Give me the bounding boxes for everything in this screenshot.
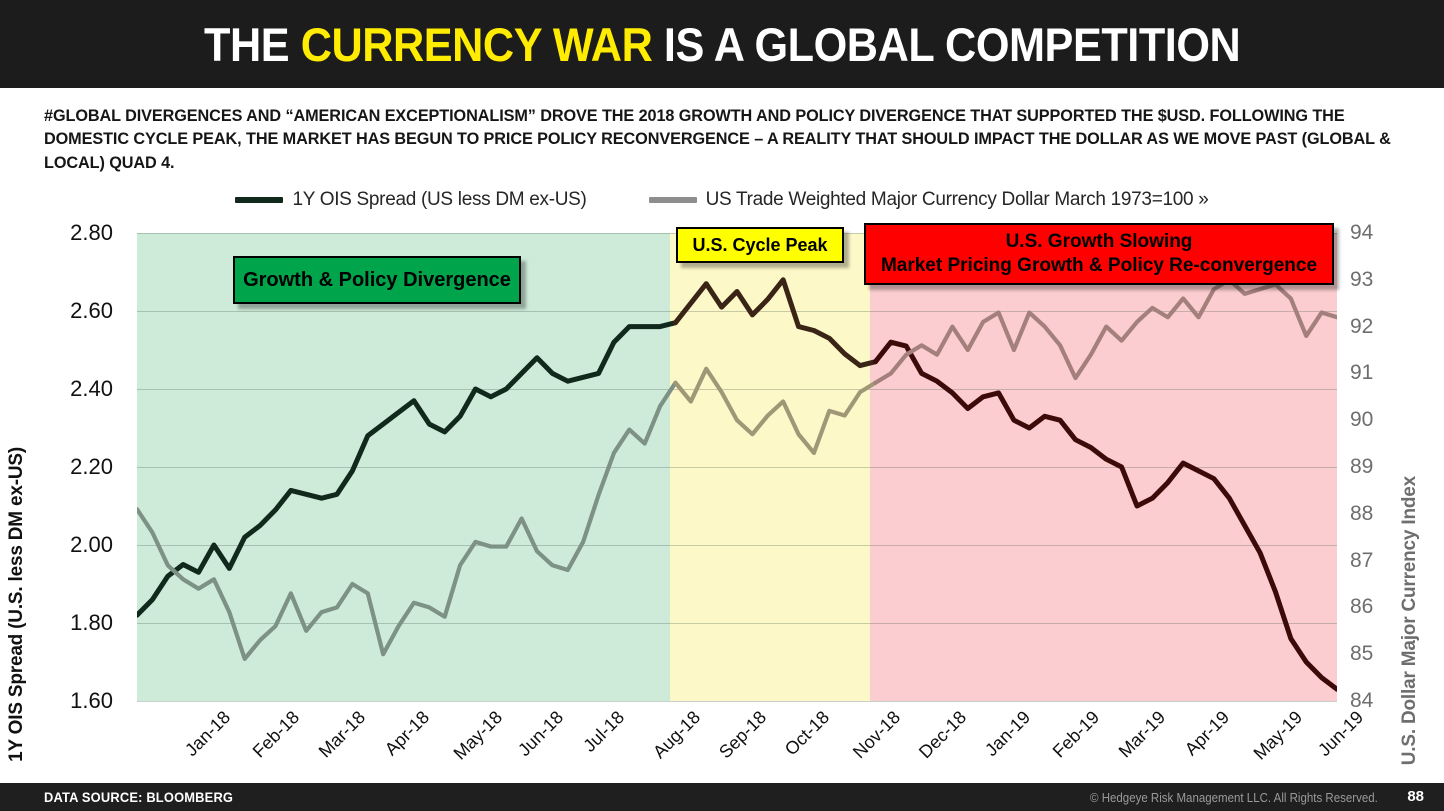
series-line-ois-spread-phase-1 xyxy=(137,320,678,618)
chart-legend: 1Y OIS Spread (US less DM ex-US) US Trad… xyxy=(0,186,1444,214)
title-bar: THE CURRENCY WAR IS A GLOBAL COMPETITION xyxy=(0,0,1444,88)
x-axis-tick-label: Sep-18 xyxy=(715,707,771,763)
right-axis-tick-label: 84 xyxy=(1350,689,1374,712)
annotation-us-cycle-peak-label: U.S. Cycle Peak xyxy=(692,234,828,255)
x-axis-tick-label: Dec-18 xyxy=(915,707,971,763)
right-axis-tick-label: 91 xyxy=(1350,361,1374,385)
title-highlight: CURRENCY WAR xyxy=(300,17,653,71)
legend-label-dollar-index: US Trade Weighted Major Currency Dollar … xyxy=(705,189,1209,210)
footer-bar: DATA SOURCE: BLOOMBERG © Hedgeye Risk Ma… xyxy=(0,783,1444,811)
page-title: THE CURRENCY WAR IS A GLOBAL COMPETITION xyxy=(203,17,1241,72)
gridline xyxy=(137,467,1337,468)
x-axis-tick-label: Apr-18 xyxy=(380,707,434,760)
right-axis-tick-label: 94 xyxy=(1350,221,1374,244)
footer-page-number: 88 xyxy=(1407,788,1424,805)
footer-data-source: DATA SOURCE: BLOOMBERG xyxy=(44,789,234,805)
gridline xyxy=(137,311,1337,312)
annotation-us-growth-slowing: U.S. Growth Slowing Market Pricing Growt… xyxy=(864,223,1334,285)
series-line-dollar-index-phase-1 xyxy=(137,380,678,661)
gridline xyxy=(137,701,1337,702)
gridline xyxy=(137,623,1337,624)
chart-band-3 xyxy=(870,233,1337,701)
legend-swatch-ois-spread xyxy=(235,197,284,203)
right-axis-tick-label: 86 xyxy=(1350,595,1374,619)
left-axis-tick-label: 1.60 xyxy=(70,688,113,713)
left-axis-tick-label: 2.40 xyxy=(70,376,113,401)
legend-label-ois-spread: 1Y OIS Spread (US less DM ex-US) xyxy=(292,189,587,210)
left-axis-ticks: 2.80 2.60 2.40 2.20 2.00 1.80 1.60 xyxy=(0,214,127,720)
right-axis-tick-label: 92 xyxy=(1350,314,1374,338)
chart-band-1 xyxy=(137,233,671,701)
series-line-ois-spread-phase-2 xyxy=(672,277,878,369)
annotation-us-growth-slowing-line1: U.S. Growth Slowing xyxy=(1005,231,1193,253)
x-axis-tick-label: Mar-18 xyxy=(315,707,370,762)
right-axis-tick-label: 88 xyxy=(1350,501,1374,525)
x-axis-tick-label: Feb-19 xyxy=(1048,707,1103,762)
left-axis-tick-label: 2.80 xyxy=(70,220,113,245)
chart-container: 1Y OIS Spread (U.S. less DM ex-US) U.S. … xyxy=(0,214,1444,780)
gridline xyxy=(137,545,1337,546)
annotation-growth-policy-divergence: Growth & Policy Divergence xyxy=(233,256,521,304)
annotation-us-cycle-peak: U.S. Cycle Peak xyxy=(676,227,844,263)
x-axis-tick-label: Jun-19 xyxy=(1314,707,1368,761)
left-axis-tick-label: 2.20 xyxy=(70,454,113,479)
x-axis-tick-label: Jan-19 xyxy=(981,707,1035,761)
x-axis-tick-label: Apr-19 xyxy=(1180,707,1234,760)
x-axis-tick-label: Mar-19 xyxy=(1115,707,1170,762)
legend-swatch-dollar-index xyxy=(648,197,697,203)
series-line-ois-spread-phase-3 xyxy=(872,339,1337,692)
left-axis-tick-label: 1.80 xyxy=(70,610,113,635)
gridline xyxy=(137,389,1337,390)
series-line-dollar-index-phase-2 xyxy=(673,366,878,456)
right-axis-tick-label: 85 xyxy=(1350,642,1374,666)
x-axis-tick-label: Jan-18 xyxy=(181,707,235,761)
footer-copyright: © Hedgeye Risk Management LLC. All Right… xyxy=(1090,791,1378,805)
x-axis-tick-label: Feb-18 xyxy=(248,707,303,762)
x-axis-ticks: Jan-18 Feb-18 Mar-18 Apr-18 May-18 Jun-18 Jul-… xyxy=(137,707,1367,777)
x-axis-tick-label: Nov-18 xyxy=(848,707,904,763)
right-axis-tick-label: 87 xyxy=(1350,548,1374,572)
series-line-dollar-index-phase-3 xyxy=(873,277,1337,385)
x-axis-tick-label: Oct-18 xyxy=(780,707,834,760)
x-axis-tick-label: May-18 xyxy=(449,707,506,764)
right-axis-tick-label: 90 xyxy=(1350,408,1374,432)
title-pre: THE xyxy=(203,17,301,71)
x-axis-tick-label: Aug-18 xyxy=(648,707,704,763)
annotation-us-growth-slowing-line2: Market Pricing Growth & Policy Re-conver… xyxy=(880,255,1318,276)
left-axis-tick-label: 2.60 xyxy=(70,298,113,323)
subtitle-text: #GLOBAL DIVERGENCES AND “AMERICAN EXCEPT… xyxy=(44,107,1391,172)
legend-item-ois-spread[interactable]: 1Y OIS Spread (US less DM ex-US) xyxy=(235,189,587,211)
series-lines xyxy=(137,277,1337,692)
annotation-growth-policy-divergence-label: Growth & Policy Divergence xyxy=(243,268,511,291)
x-axis-tick-label: May-19 xyxy=(1249,707,1306,764)
x-axis-tick-label: Jun-18 xyxy=(514,707,568,761)
x-axis-tick-label: Jul-18 xyxy=(579,707,629,756)
chart-band-2 xyxy=(670,233,871,701)
right-axis-tick-label: 89 xyxy=(1350,455,1374,478)
left-axis-tick-label: 2.00 xyxy=(70,532,113,557)
legend-item-dollar-index[interactable]: US Trade Weighted Major Currency Dollar … xyxy=(648,189,1209,211)
right-axis-ticks: 94 93 92 91 90 89 88 87 86 85 84 xyxy=(1350,214,1410,720)
title-post: IS A GLOBAL COMPETITION xyxy=(652,17,1241,71)
right-axis-tick-label: 93 xyxy=(1350,267,1374,291)
plot-area xyxy=(137,233,1337,702)
